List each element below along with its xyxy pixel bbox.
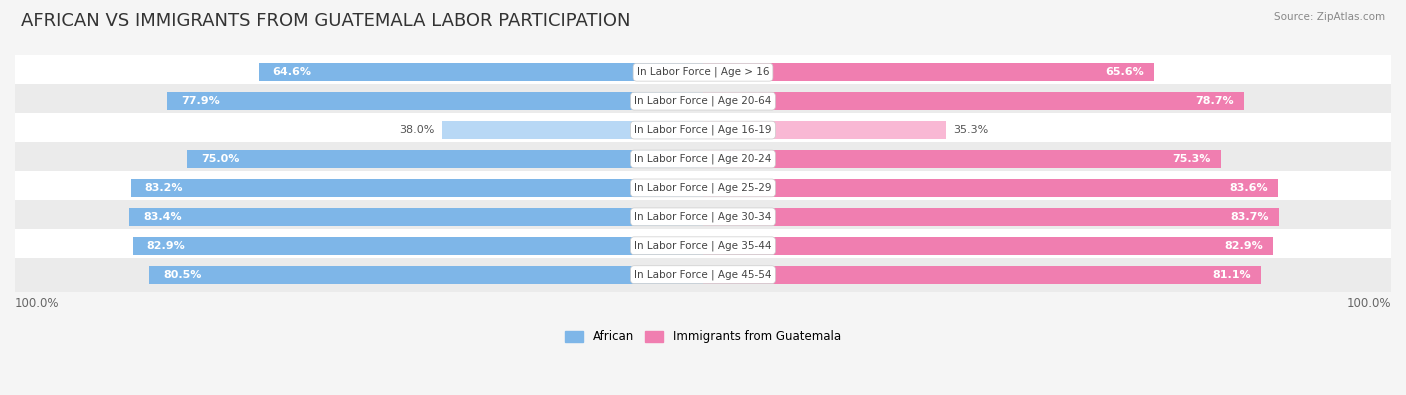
Bar [703, 237, 1274, 255]
Bar [441, 121, 703, 139]
Text: 78.7%: 78.7% [1195, 96, 1234, 106]
Bar [15, 55, 1391, 89]
Bar [703, 266, 1261, 284]
Bar [132, 237, 703, 255]
Text: 75.0%: 75.0% [201, 154, 239, 164]
Legend: African, Immigrants from Guatemala: African, Immigrants from Guatemala [561, 325, 845, 348]
Text: In Labor Force | Age 16-19: In Labor Force | Age 16-19 [634, 125, 772, 135]
Text: 83.6%: 83.6% [1229, 183, 1268, 193]
Bar [15, 200, 1391, 234]
Bar [15, 171, 1391, 205]
Bar [703, 121, 946, 139]
Bar [15, 113, 1391, 147]
Text: 35.3%: 35.3% [953, 125, 988, 135]
Text: 100.0%: 100.0% [1347, 297, 1391, 310]
Text: 83.7%: 83.7% [1230, 212, 1268, 222]
Bar [15, 229, 1391, 263]
Bar [149, 266, 703, 284]
Text: 75.3%: 75.3% [1173, 154, 1211, 164]
Bar [703, 150, 1220, 168]
Text: 81.1%: 81.1% [1212, 270, 1251, 280]
Text: In Labor Force | Age > 16: In Labor Force | Age > 16 [637, 67, 769, 77]
Text: In Labor Force | Age 25-29: In Labor Force | Age 25-29 [634, 182, 772, 193]
Text: 83.4%: 83.4% [143, 212, 181, 222]
Bar [15, 84, 1391, 118]
Text: 100.0%: 100.0% [15, 297, 59, 310]
Text: 82.9%: 82.9% [146, 241, 186, 251]
Bar [703, 208, 1279, 226]
Bar [703, 179, 1278, 197]
Bar [703, 92, 1244, 110]
Bar [703, 63, 1154, 81]
Bar [129, 208, 703, 226]
Text: Source: ZipAtlas.com: Source: ZipAtlas.com [1274, 12, 1385, 22]
Bar [167, 92, 703, 110]
Text: 82.9%: 82.9% [1225, 241, 1263, 251]
Bar [15, 142, 1391, 176]
Bar [187, 150, 703, 168]
Text: 64.6%: 64.6% [273, 67, 311, 77]
Bar [131, 179, 703, 197]
Text: 80.5%: 80.5% [163, 270, 201, 280]
Text: In Labor Force | Age 30-34: In Labor Force | Age 30-34 [634, 212, 772, 222]
Text: In Labor Force | Age 20-64: In Labor Force | Age 20-64 [634, 96, 772, 106]
Text: In Labor Force | Age 35-44: In Labor Force | Age 35-44 [634, 241, 772, 251]
Text: 38.0%: 38.0% [399, 125, 434, 135]
Text: In Labor Force | Age 20-24: In Labor Force | Age 20-24 [634, 154, 772, 164]
Bar [15, 258, 1391, 292]
Text: AFRICAN VS IMMIGRANTS FROM GUATEMALA LABOR PARTICIPATION: AFRICAN VS IMMIGRANTS FROM GUATEMALA LAB… [21, 12, 630, 30]
Bar [259, 63, 703, 81]
Text: In Labor Force | Age 45-54: In Labor Force | Age 45-54 [634, 269, 772, 280]
Text: 83.2%: 83.2% [145, 183, 183, 193]
Text: 65.6%: 65.6% [1105, 67, 1144, 77]
Text: 77.9%: 77.9% [181, 96, 219, 106]
